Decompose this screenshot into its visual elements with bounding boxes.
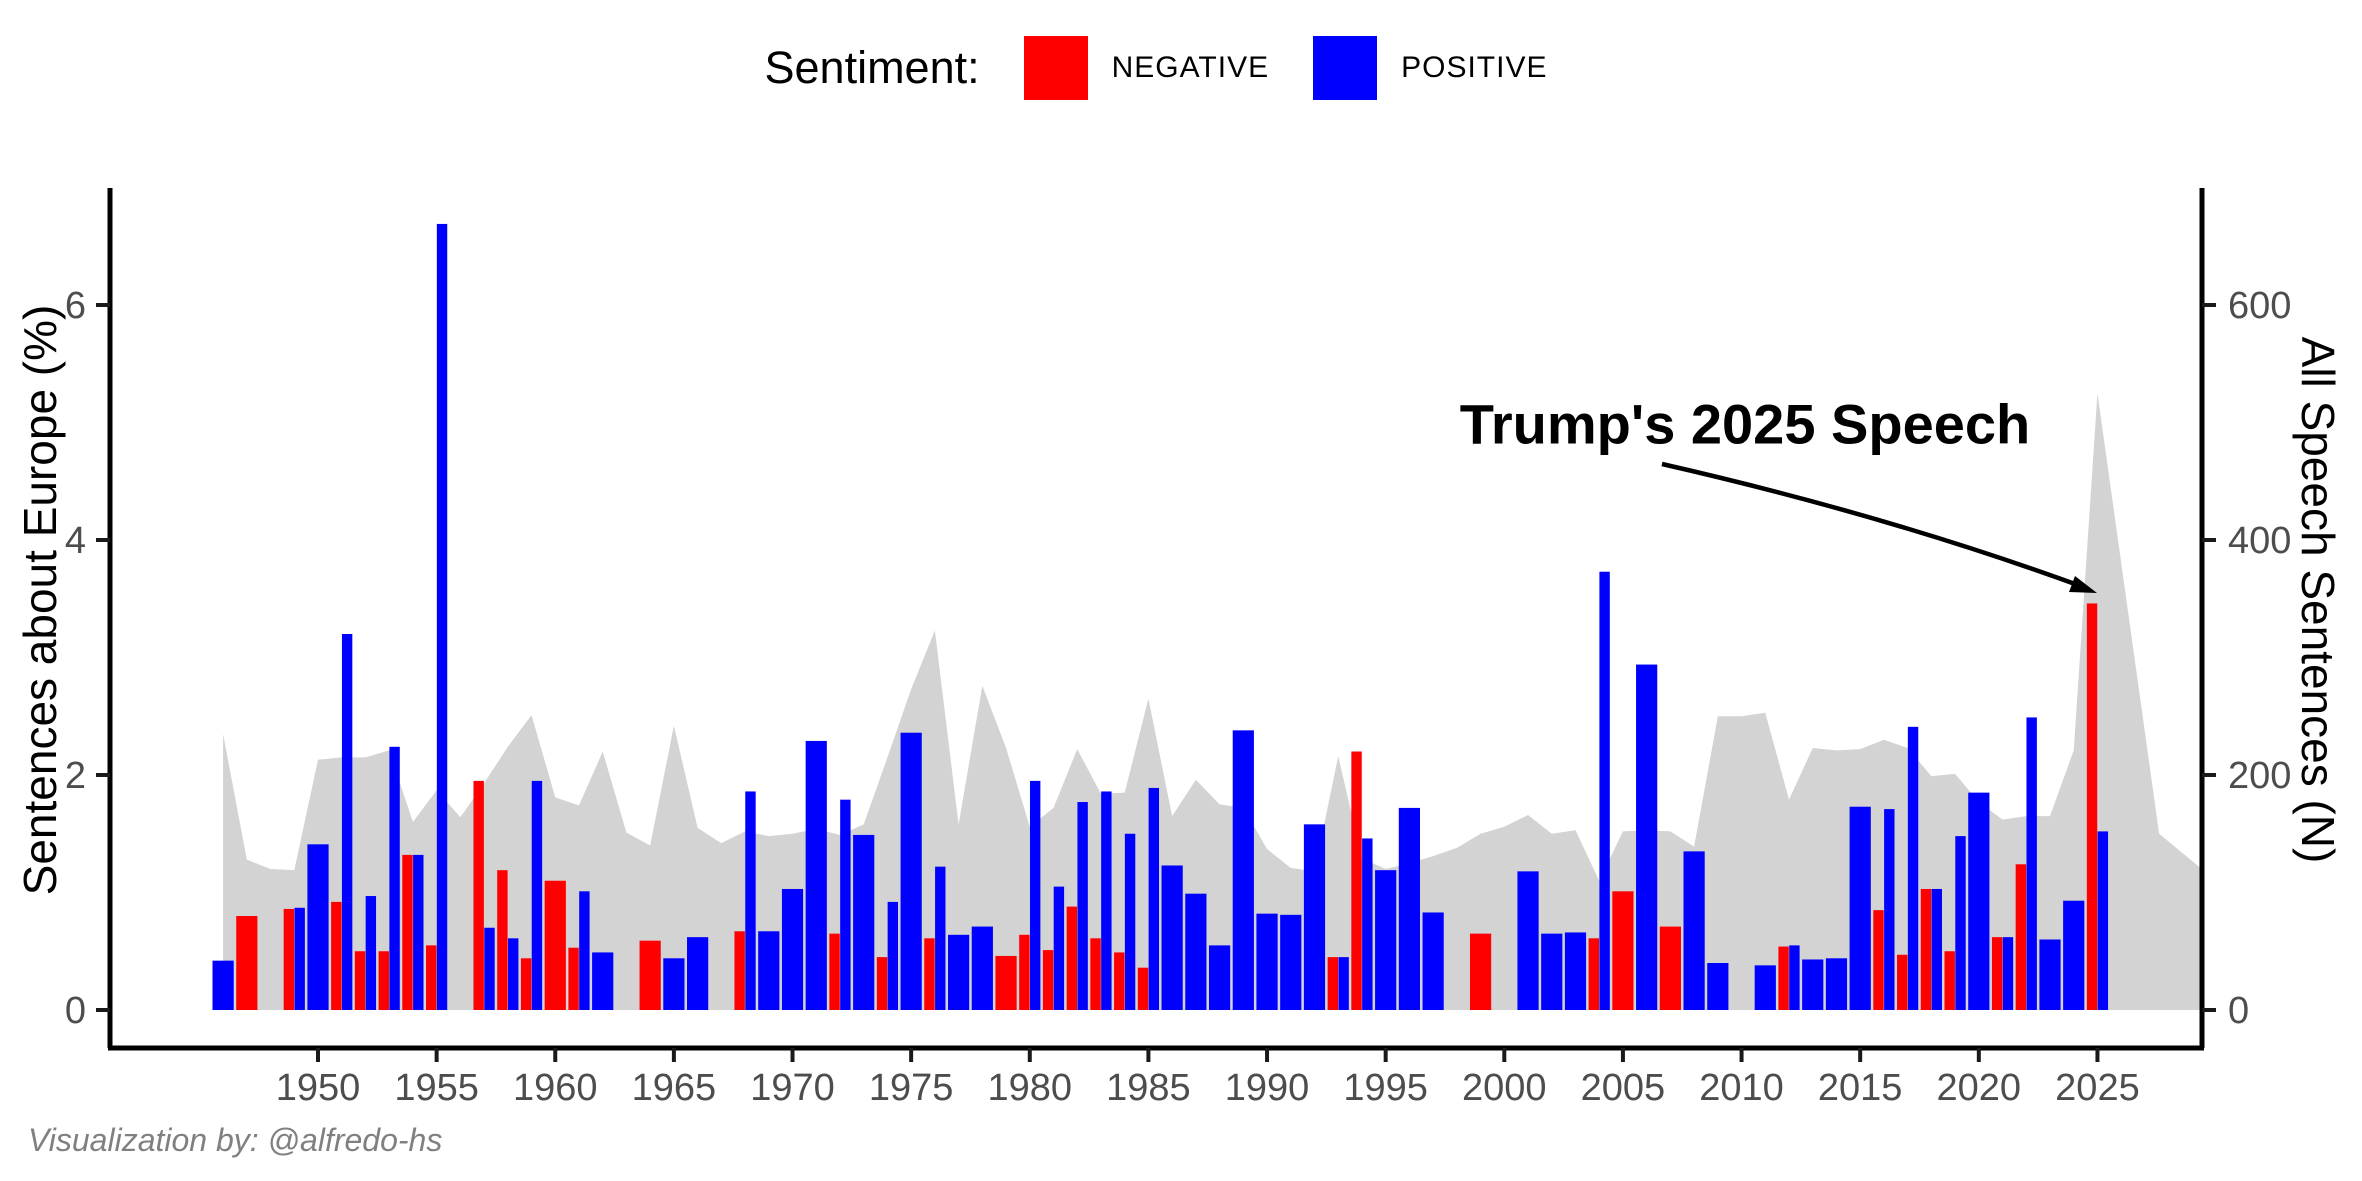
svg-text:1950: 1950 [276,1067,361,1109]
legend-item-negative: NEGATIVE [1023,36,1270,100]
annotation-trump-2025: Trump's 2025 Speech [1459,392,2031,456]
svg-text:1960: 1960 [513,1067,598,1109]
svg-text:2015: 2015 [1818,1067,1903,1109]
svg-text:2020: 2020 [1937,1067,2022,1109]
svg-text:2025: 2025 [2055,1067,2140,1109]
legend-title: Sentiment: [764,42,980,93]
y-axis-title-left: Sentences about Europe (%) [14,304,66,896]
svg-text:400: 400 [2228,520,2291,562]
svg-text:1965: 1965 [632,1067,717,1109]
svg-text:200: 200 [2228,755,2291,797]
svg-text:6: 6 [65,285,86,327]
attribution-text: Visualization by: @alfredo-hs [28,1122,443,1158]
negative-swatch-icon [1023,36,1088,100]
svg-text:1985: 1985 [1106,1067,1191,1109]
svg-text:1990: 1990 [1225,1067,1310,1109]
svg-text:0: 0 [65,990,86,1032]
y-axis-title-right: All Speech Sentences (N) [2292,336,2344,864]
svg-text:4: 4 [65,520,86,562]
svg-text:2000: 2000 [1462,1067,1547,1109]
svg-text:1970: 1970 [750,1067,835,1109]
svg-text:1995: 1995 [1343,1067,1428,1109]
svg-text:600: 600 [2228,285,2291,327]
svg-text:0: 0 [2228,990,2249,1032]
svg-text:2005: 2005 [1581,1067,1666,1109]
legend-label-negative: NEGATIVE [1111,51,1270,84]
svg-text:2: 2 [65,755,86,797]
svg-text:1980: 1980 [988,1067,1073,1109]
legend-label-positive: POSITIVE [1401,51,1548,84]
positive-swatch-icon [1313,36,1378,100]
svg-text:1955: 1955 [394,1067,479,1109]
svg-text:2010: 2010 [1699,1067,1784,1109]
legend: Sentiment: NEGATIVE POSITIVE [110,36,2202,100]
legend-item-positive: POSITIVE [1313,36,1547,100]
svg-text:1975: 1975 [869,1067,954,1109]
